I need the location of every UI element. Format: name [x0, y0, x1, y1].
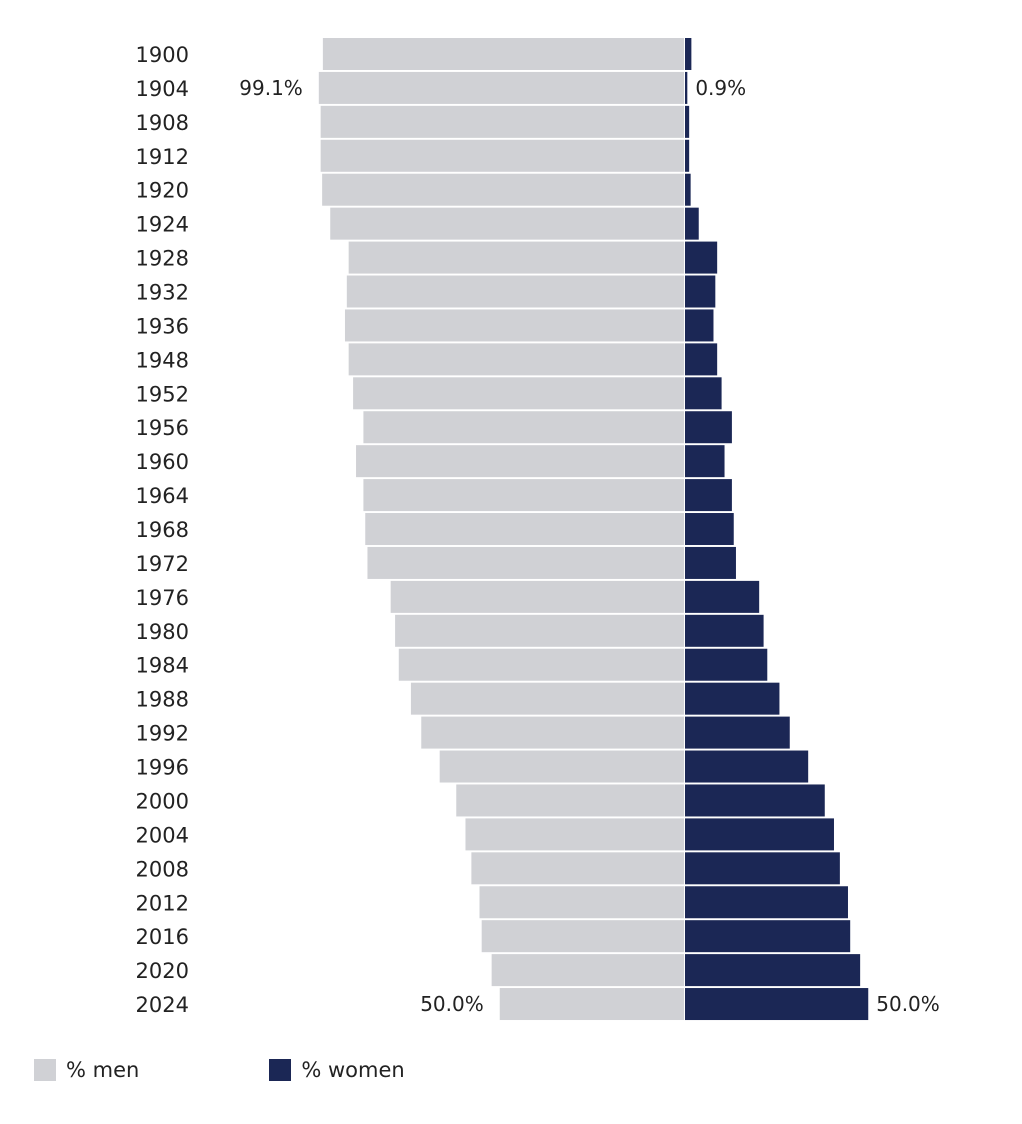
bar-women-1988 [685, 682, 780, 715]
bar-men-1976 [390, 580, 684, 613]
year-label-1996: 1996 [136, 756, 189, 780]
bar-men-1956 [363, 411, 684, 444]
bar-men-1948 [348, 343, 684, 376]
bar-men-1900 [322, 38, 684, 70]
data-label-women-2024: 50.0% [876, 992, 940, 1016]
year-label-1992: 1992 [136, 722, 189, 746]
bar-women-2024 [685, 988, 869, 1021]
bar-women-2000 [685, 784, 825, 817]
year-label-1964: 1964 [136, 484, 189, 508]
year-label-1960: 1960 [136, 450, 189, 474]
bar-women-1968 [685, 513, 734, 546]
legend-label-men: % men [66, 1058, 140, 1082]
year-label-2020: 2020 [136, 959, 189, 983]
year-label-2008: 2008 [136, 857, 189, 881]
year-label-1908: 1908 [136, 111, 189, 135]
bar-women-2008 [685, 852, 840, 885]
bar-men-2008 [471, 852, 684, 885]
bar-women-1976 [685, 580, 760, 613]
bar-men-1960 [356, 445, 684, 478]
year-label-1912: 1912 [136, 145, 189, 169]
year-label-1972: 1972 [136, 552, 189, 576]
year-label-1920: 1920 [136, 179, 189, 203]
year-label-1980: 1980 [136, 620, 189, 644]
bar-women-1936 [685, 309, 714, 342]
year-label-2024: 2024 [136, 993, 189, 1017]
year-label-2004: 2004 [136, 823, 189, 847]
bar-women-1932 [685, 275, 716, 308]
year-label-1928: 1928 [136, 247, 189, 271]
bar-men-1988 [410, 682, 684, 715]
bar-women-1920 [685, 173, 691, 206]
year-label-1900: 1900 [136, 43, 189, 67]
year-label-1976: 1976 [136, 586, 189, 610]
bar-women-1972 [685, 546, 736, 579]
legend-label-women: % women [301, 1058, 405, 1082]
year-label-1936: 1936 [136, 314, 189, 338]
bar-women-2020 [685, 954, 861, 987]
bar-men-1908 [320, 105, 684, 138]
bar-women-1912 [685, 139, 690, 172]
bar-women-2004 [685, 818, 834, 851]
bar-women-1900 [685, 38, 692, 70]
bar-men-1968 [365, 513, 684, 546]
year-label-2016: 2016 [136, 925, 189, 949]
bar-women-2012 [685, 886, 848, 919]
bar-men-1924 [330, 207, 684, 240]
bar-women-2016 [685, 920, 851, 953]
year-label-2000: 2000 [136, 789, 189, 813]
bar-women-1992 [685, 716, 790, 749]
bar-men-1952 [353, 377, 684, 410]
bar-men-2000 [456, 784, 684, 817]
bar-women-1960 [685, 445, 725, 478]
bar-women-1928 [685, 241, 718, 274]
bar-men-1912 [320, 139, 684, 172]
legend: % men % women [34, 1058, 535, 1082]
bar-men-1972 [367, 546, 684, 579]
legend-item-men: % men [34, 1058, 139, 1082]
bar-men-1992 [421, 716, 684, 749]
bar-women-1924 [685, 207, 699, 240]
bar-men-1936 [344, 309, 684, 342]
year-label-1932: 1932 [136, 281, 189, 305]
bar-men-1996 [439, 750, 684, 783]
data-label-women-1904: 0.9% [695, 76, 746, 100]
bar-men-2012 [479, 886, 684, 919]
bar-women-1956 [685, 411, 732, 444]
bar-men-2020 [491, 954, 684, 987]
year-label-1956: 1956 [136, 416, 189, 440]
data-label-men-1904: 99.1% [239, 76, 303, 100]
year-label-2012: 2012 [136, 891, 189, 915]
bar-men-1932 [346, 275, 684, 308]
legend-swatch-women [269, 1059, 292, 1081]
bar-men-2004 [465, 818, 684, 851]
bar-women-1984 [685, 648, 768, 681]
bar-men-1920 [322, 173, 684, 206]
legend-swatch-men [34, 1059, 56, 1081]
year-label-1948: 1948 [136, 348, 189, 372]
bar-men-1964 [363, 479, 684, 512]
bar-women-1908 [685, 105, 690, 138]
year-label-1988: 1988 [136, 688, 189, 712]
bar-men-1928 [348, 241, 684, 274]
year-label-1904: 1904 [136, 77, 189, 101]
legend-item-women: % women [269, 1058, 405, 1082]
bar-women-1904 [685, 71, 688, 104]
bar-men-2024 [499, 988, 684, 1021]
year-label-1984: 1984 [136, 654, 189, 678]
bar-women-1948 [685, 343, 718, 376]
year-label-1952: 1952 [136, 382, 189, 406]
bar-men-2016 [481, 920, 684, 953]
bar-women-1980 [685, 614, 764, 647]
data-label-men-2024: 50.0% [420, 992, 484, 1016]
bar-men-1980 [395, 614, 684, 647]
bar-women-1996 [685, 750, 809, 783]
bar-women-1952 [685, 377, 722, 410]
bar-women-1964 [685, 479, 732, 512]
year-label-1968: 1968 [136, 518, 189, 542]
bar-men-1904 [318, 71, 684, 104]
bar-men-1984 [398, 648, 684, 681]
year-label-1924: 1924 [136, 213, 189, 237]
